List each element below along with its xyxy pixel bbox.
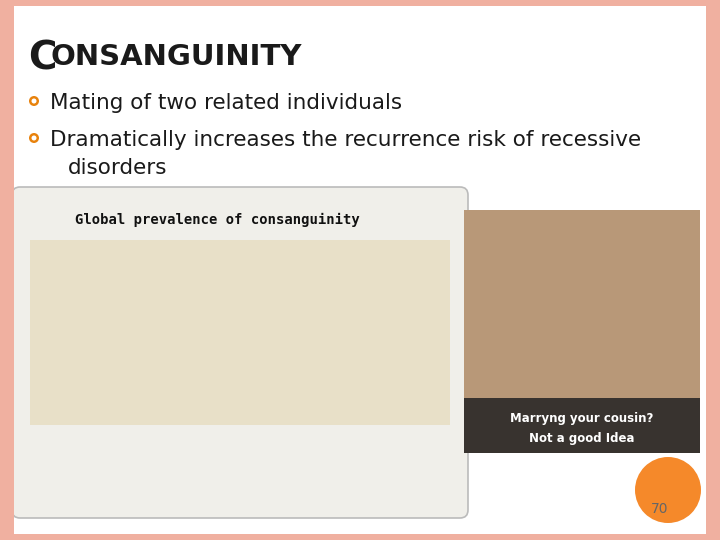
Circle shape xyxy=(32,136,37,140)
Text: Marryng your cousin?: Marryng your cousin? xyxy=(510,412,654,425)
Bar xyxy=(0,0,14,540)
Bar xyxy=(706,0,720,540)
Circle shape xyxy=(32,98,37,104)
FancyBboxPatch shape xyxy=(12,187,468,518)
Text: ONSANGUINITY: ONSANGUINITY xyxy=(50,43,302,71)
Bar xyxy=(464,210,700,453)
Text: disorders: disorders xyxy=(68,158,168,178)
Text: Mating of two related individuals: Mating of two related individuals xyxy=(50,93,402,113)
Circle shape xyxy=(29,96,39,106)
Bar xyxy=(464,398,700,453)
Text: Global prevalence of consanguinity: Global prevalence of consanguinity xyxy=(75,213,360,227)
Circle shape xyxy=(29,133,39,143)
Circle shape xyxy=(635,457,701,523)
Text: Dramatically increases the recurrence risk of recessive: Dramatically increases the recurrence ri… xyxy=(50,130,641,150)
Text: C: C xyxy=(28,40,56,78)
Text: 70: 70 xyxy=(652,502,669,516)
Bar xyxy=(0,534,720,540)
Bar xyxy=(30,240,450,425)
Bar xyxy=(0,0,720,6)
Text: Not a good Idea: Not a good Idea xyxy=(529,432,635,445)
